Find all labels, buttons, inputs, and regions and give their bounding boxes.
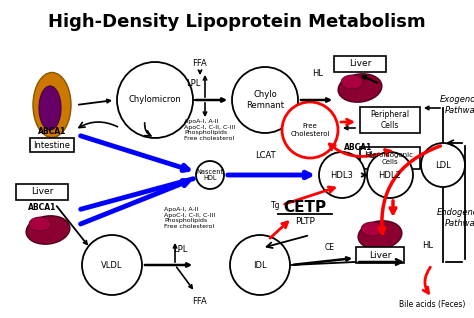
Text: ABCA1: ABCA1 xyxy=(344,143,372,153)
Ellipse shape xyxy=(338,74,382,102)
Text: Endogenous
Pathway: Endogenous Pathway xyxy=(437,208,474,228)
Text: FFA: FFA xyxy=(192,298,207,307)
Text: HL: HL xyxy=(312,70,323,79)
Text: CETP: CETP xyxy=(283,201,327,216)
Text: Chylo
Remnant: Chylo Remnant xyxy=(246,90,284,110)
Circle shape xyxy=(319,152,365,198)
Ellipse shape xyxy=(39,86,61,130)
Text: Liver: Liver xyxy=(31,188,53,197)
Text: ABCA1: ABCA1 xyxy=(38,128,66,136)
Text: Steroidogenic
Cells: Steroidogenic Cells xyxy=(366,151,414,164)
Text: IDL: IDL xyxy=(253,260,267,269)
FancyBboxPatch shape xyxy=(360,147,420,169)
Text: ApoA-I, A-II
ApoC-I, C-II, C-III
Phospholipids
Free cholesterol: ApoA-I, A-II ApoC-I, C-II, C-III Phospho… xyxy=(164,207,216,229)
Text: Intestine: Intestine xyxy=(34,141,71,149)
FancyBboxPatch shape xyxy=(334,56,386,72)
Text: LDL: LDL xyxy=(435,161,451,169)
FancyBboxPatch shape xyxy=(30,138,74,152)
Text: HDL2: HDL2 xyxy=(379,170,401,179)
Text: Exogenous
Pathway: Exogenous Pathway xyxy=(440,95,474,115)
Circle shape xyxy=(421,143,465,187)
FancyBboxPatch shape xyxy=(16,184,68,200)
Text: Free
Cholesterol: Free Cholesterol xyxy=(290,123,330,136)
Text: FFA: FFA xyxy=(192,59,207,68)
Ellipse shape xyxy=(33,73,71,137)
Text: ABCA1: ABCA1 xyxy=(28,204,56,212)
FancyBboxPatch shape xyxy=(356,247,404,263)
Circle shape xyxy=(282,102,338,158)
Text: Liver: Liver xyxy=(349,59,371,68)
Text: LPL: LPL xyxy=(186,80,200,88)
Circle shape xyxy=(117,62,193,138)
Text: PLTP: PLTP xyxy=(295,218,315,226)
Text: Peripheral
Cells: Peripheral Cells xyxy=(371,110,410,130)
Text: VLDL: VLDL xyxy=(101,260,123,269)
Text: Liver: Liver xyxy=(369,251,391,259)
Text: HL: HL xyxy=(422,240,434,250)
Circle shape xyxy=(367,152,413,198)
Text: Bile acids (Feces): Bile acids (Feces) xyxy=(399,301,465,309)
Text: HL: HL xyxy=(365,150,375,160)
Ellipse shape xyxy=(26,216,70,244)
Text: High-Density Lipoprotein Metabolism: High-Density Lipoprotein Metabolism xyxy=(48,13,426,31)
Ellipse shape xyxy=(361,222,383,236)
Ellipse shape xyxy=(341,75,363,89)
Text: LPL: LPL xyxy=(173,245,187,254)
Ellipse shape xyxy=(29,217,51,231)
Circle shape xyxy=(230,235,290,295)
Text: HDL3: HDL3 xyxy=(330,170,354,179)
Circle shape xyxy=(196,161,224,189)
Ellipse shape xyxy=(358,221,402,249)
Text: LCAT: LCAT xyxy=(255,151,275,161)
Text: Nascent
HDL: Nascent HDL xyxy=(196,169,224,182)
Text: Chylomicron: Chylomicron xyxy=(128,95,182,105)
Circle shape xyxy=(82,235,142,295)
Text: ApoA-I, A-II
ApoC-I, C-II, C-III
Phospholipids
Free cholesterol: ApoA-I, A-II ApoC-I, C-II, C-III Phospho… xyxy=(184,119,236,141)
Circle shape xyxy=(232,67,298,133)
Text: Tg: Tg xyxy=(271,202,281,211)
FancyBboxPatch shape xyxy=(360,107,420,133)
Text: CE: CE xyxy=(325,244,335,252)
